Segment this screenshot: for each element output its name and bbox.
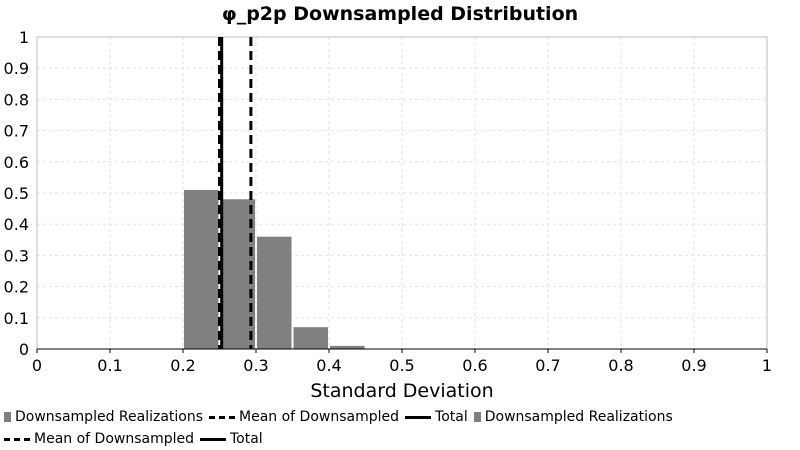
y-tick-label: 0.9 xyxy=(4,59,29,78)
legend-item: Downsampled Realizations xyxy=(473,409,673,425)
y-tick-label: 0.7 xyxy=(4,122,29,141)
legend-swatch xyxy=(4,412,11,422)
legend-item: Mean of Downsampled xyxy=(4,431,194,447)
legend-item: Mean of Downsampled xyxy=(209,409,399,425)
legend-swatch xyxy=(473,412,481,422)
legend-item: Downsampled Realizations xyxy=(4,409,203,425)
x-tick-label: 0.2 xyxy=(170,356,195,375)
y-tick-label: 0.4 xyxy=(4,215,29,234)
y-tick-label: 0.3 xyxy=(4,246,29,265)
histogram-bar xyxy=(257,236,292,349)
legend-label: Total xyxy=(230,431,263,447)
legend-item: Total xyxy=(405,409,468,425)
histogram-bar xyxy=(184,189,219,349)
legend-row: Downsampled Realizations Mean of Downsamp… xyxy=(4,406,794,428)
x-tick-label: 0.1 xyxy=(97,356,122,375)
x-axis-ticks: 0 0.1 0.2 0.3 0.4 0.5 0.6 0.7 0.8 0.9 1 xyxy=(32,349,772,375)
legend-row: Mean of Downsampled Total xyxy=(4,428,794,450)
x-tick-label: 0.9 xyxy=(681,356,706,375)
y-axis-ticks: 0 0.1 0.2 0.3 0.4 0.5 0.6 0.7 0.8 0.9 1 xyxy=(4,28,29,359)
y-tick-label: 0.1 xyxy=(4,309,29,328)
x-tick-label: 0.8 xyxy=(608,356,633,375)
legend-swatch xyxy=(200,437,226,441)
legend-item: Total xyxy=(200,431,263,447)
y-tick-label: 0.6 xyxy=(4,153,29,172)
x-tick-label: 0.5 xyxy=(389,356,414,375)
reference-lines xyxy=(218,37,253,349)
y-tick-label: 0.8 xyxy=(4,90,29,109)
legend-label: Mean of Downsampled xyxy=(34,431,194,447)
legend-label: Downsampled Realizations xyxy=(15,409,204,425)
legend-label: Total xyxy=(435,409,468,425)
x-tick-label: 0.4 xyxy=(316,356,341,375)
x-tick-label: 0 xyxy=(32,356,42,375)
grid-lines xyxy=(36,36,768,350)
chart-legend: Downsampled Realizations Mean of Downsamp… xyxy=(4,406,794,450)
y-tick-label: 0 xyxy=(19,340,29,359)
legend-swatch xyxy=(209,415,236,419)
histogram-bar xyxy=(220,199,255,349)
x-axis-label: Standard Deviation xyxy=(310,380,493,402)
y-tick-label: 0.2 xyxy=(4,278,29,297)
x-tick-label: 1 xyxy=(762,356,772,375)
legend-swatch xyxy=(4,437,30,441)
chart-title: φ_p2p Downsampled Distribution xyxy=(222,3,578,25)
histogram-bar xyxy=(330,345,365,349)
histogram-bars xyxy=(184,189,365,349)
y-tick-label: 0.5 xyxy=(4,184,29,203)
legend-label: Mean of Downsampled xyxy=(239,409,400,425)
histogram-bar xyxy=(293,327,328,349)
x-tick-label: 0.3 xyxy=(243,356,268,375)
x-tick-label: 0.7 xyxy=(535,356,560,375)
legend-label: Downsampled Realizations xyxy=(484,409,673,425)
y-tick-label: 1 xyxy=(19,28,29,47)
legend-swatch xyxy=(405,415,432,419)
x-tick-label: 0.6 xyxy=(462,356,487,375)
